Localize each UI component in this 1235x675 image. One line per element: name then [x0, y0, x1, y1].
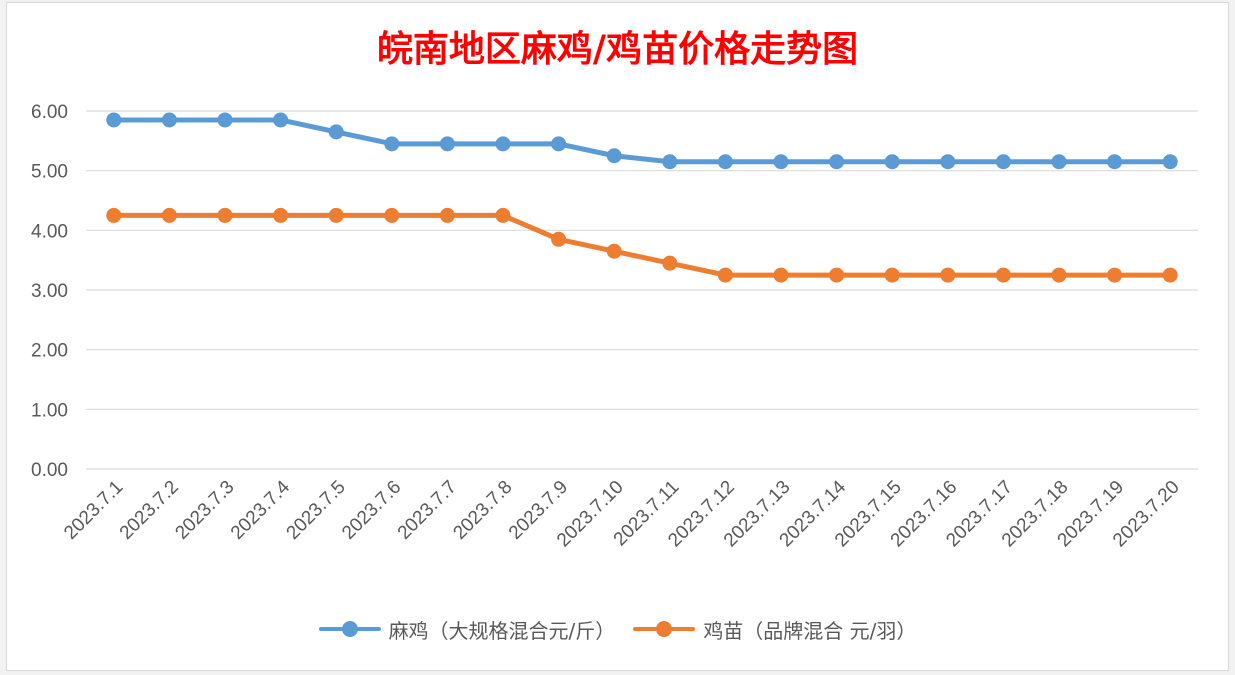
data-point: [1051, 267, 1067, 283]
data-point: [161, 112, 177, 128]
y-tick-label: 4.00: [31, 221, 68, 242]
data-point: [1107, 267, 1123, 283]
gridlines: [86, 110, 1198, 470]
y-tick-label: 3.00: [31, 281, 68, 302]
data-point: [106, 112, 122, 128]
y-tick-label: 6.00: [31, 102, 68, 123]
data-point: [161, 207, 177, 223]
data-point: [884, 267, 900, 283]
data-point: [495, 207, 511, 223]
x-tick-label: 2023.7.4: [227, 476, 294, 543]
data-point: [273, 207, 289, 223]
data-point: [940, 154, 956, 170]
legend-dot-series-1: [656, 621, 673, 637]
data-point: [439, 207, 455, 223]
legend-label-series-1: 鸡苗（品牌混合 元/羽）: [703, 618, 917, 643]
data-point: [1107, 154, 1123, 170]
legend: 麻鸡（大规格混合元/斤） 鸡苗（品牌混合 元/羽）: [0, 612, 1235, 646]
data-point: [884, 154, 900, 170]
data-point: [995, 267, 1011, 283]
data-point: [717, 267, 733, 283]
data-point: [106, 207, 122, 223]
x-tick-label: 2023.7.2: [116, 477, 183, 544]
data-point: [829, 267, 845, 283]
data-point: [217, 112, 233, 128]
data-point: [384, 136, 400, 152]
x-tick-label: 2023.7.3: [171, 477, 238, 544]
data-point: [940, 267, 956, 283]
data-point: [551, 231, 567, 247]
y-tick-label: 0.00: [31, 460, 68, 481]
legend-swatch-series-0: [318, 619, 381, 639]
series-1: [106, 207, 1178, 283]
series-0: [106, 112, 1178, 170]
data-point: [717, 154, 733, 170]
data-point: [995, 154, 1011, 170]
data-point: [662, 255, 678, 271]
series-line-0: [111, 117, 1173, 165]
data-point: [1162, 267, 1178, 283]
data-point: [273, 112, 289, 128]
y-axis-ticks: 0.00 1.00 2.00 3.00 4.00 5.00 6.00: [31, 102, 68, 481]
data-point: [495, 136, 511, 152]
y-tick-label: 2.00: [31, 341, 68, 362]
data-point: [829, 154, 845, 170]
data-point: [328, 207, 344, 223]
y-tick-label: 1.00: [31, 400, 68, 421]
data-point: [1162, 154, 1178, 170]
legend-item-series-0: 麻鸡（大规格混合元/斤）: [318, 615, 616, 644]
series-layer: [106, 112, 1178, 283]
x-tick-label: 2023.7.8: [449, 477, 516, 544]
data-point: [773, 154, 789, 170]
chart-frame: [6, 2, 1229, 671]
data-point: [328, 124, 344, 140]
legend-swatch-series-1: [633, 619, 696, 639]
data-point: [662, 154, 678, 170]
legend-dot-series-0: [341, 621, 358, 637]
data-point: [217, 207, 233, 223]
x-tick-label: 2023.7.6: [338, 477, 405, 544]
legend-item-series-1: 鸡苗（品牌混合 元/羽）: [633, 615, 916, 644]
legend-label-series-0: 麻鸡（大规格混合元/斤）: [388, 618, 616, 643]
data-point: [606, 148, 622, 164]
x-tick-label: 2023.7.1: [60, 477, 127, 544]
data-point: [773, 267, 789, 283]
data-point: [439, 136, 455, 152]
data-point: [384, 207, 400, 223]
chart-title: 皖南地区麻鸡/鸡苗价格走势图: [376, 28, 859, 70]
data-point: [1051, 154, 1067, 170]
y-tick-label: 5.00: [31, 162, 68, 183]
data-point: [606, 243, 622, 259]
series-line-1: [111, 212, 1173, 278]
data-point: [551, 136, 567, 152]
x-axis-ticks: 2023.7.12023.7.22023.7.32023.7.42023.7.5…: [60, 476, 1184, 551]
x-tick-label: 2023.7.5: [283, 477, 350, 544]
x-tick-label: 2023.7.7: [394, 477, 461, 544]
